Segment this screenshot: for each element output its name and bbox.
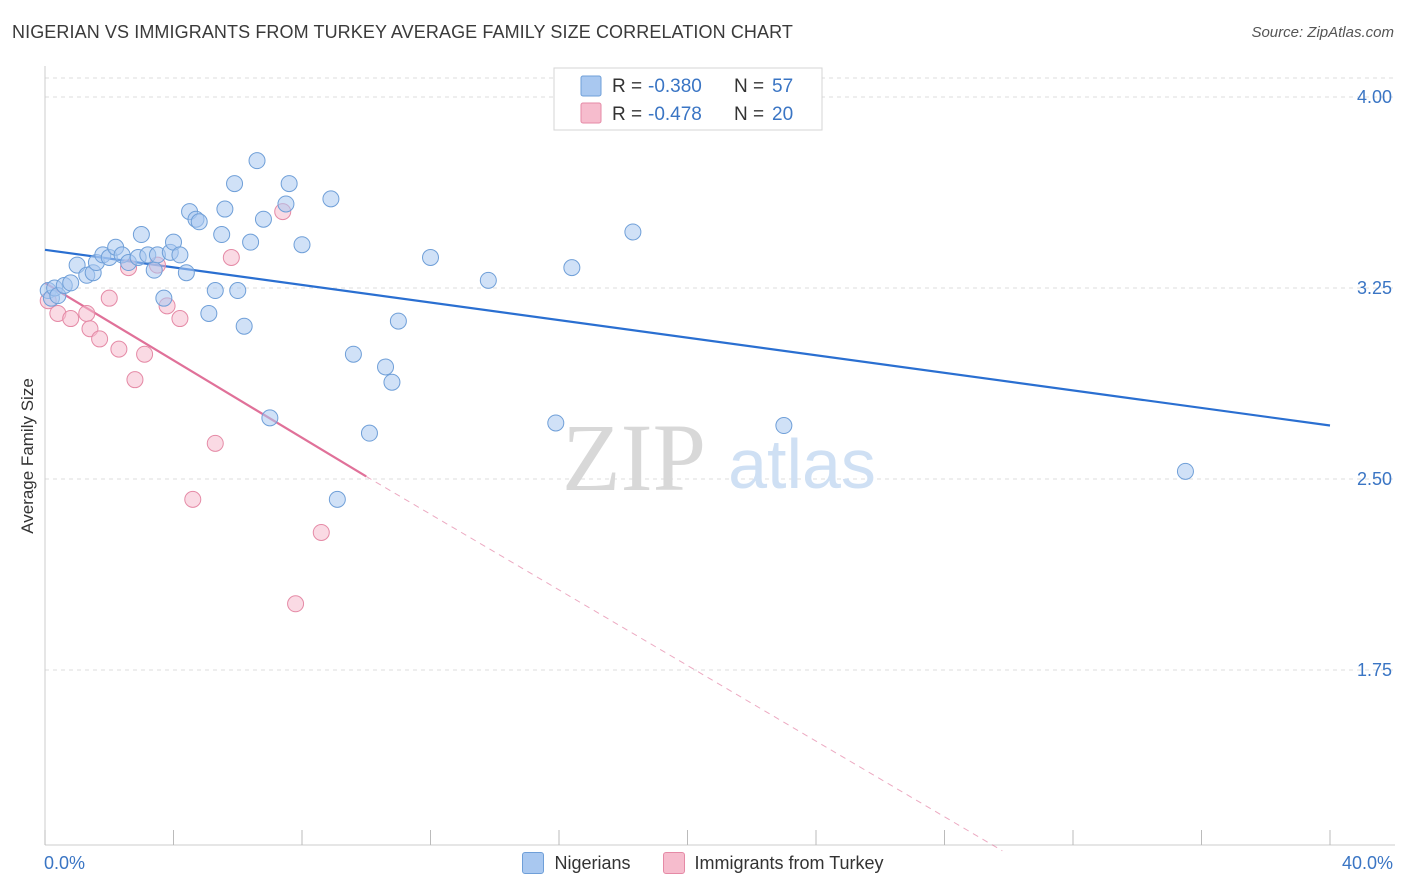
point-nigerians bbox=[242, 233, 260, 251]
stats-r-value: -0.380 bbox=[648, 76, 702, 97]
point-nigerians bbox=[145, 261, 163, 279]
legend-swatch-blue bbox=[522, 852, 545, 874]
stats-n-value: 57 bbox=[772, 76, 793, 97]
point-nigerians bbox=[200, 304, 218, 322]
y-tick-labels: 1.75 2.50 3.25 4.00 bbox=[1357, 87, 1392, 680]
chart-title: NIGERIAN VS IMMIGRANTS FROM TURKEY AVERA… bbox=[12, 22, 793, 42]
stats-swatch-pink bbox=[580, 102, 602, 124]
point-nigerians bbox=[226, 175, 244, 193]
point-nigerians bbox=[261, 409, 279, 427]
point-turkey bbox=[100, 289, 118, 307]
stats-r-label: R = bbox=[612, 104, 642, 125]
point-nigerians bbox=[563, 259, 581, 277]
x-tick-label: 0.0% bbox=[44, 853, 85, 873]
x-tick-label: 40.0% bbox=[1342, 853, 1393, 873]
stats-r-value: -0.478 bbox=[648, 104, 702, 125]
point-turkey bbox=[312, 523, 330, 541]
legend-swatch-pink bbox=[662, 852, 685, 874]
point-nigerians bbox=[377, 358, 395, 376]
y-tick-label: 4.00 bbox=[1357, 87, 1392, 107]
point-turkey bbox=[206, 434, 224, 452]
watermark: ZIP atlas bbox=[562, 404, 876, 511]
legend-label: Nigerians bbox=[554, 852, 631, 873]
watermark-atlas: atlas bbox=[728, 425, 876, 503]
point-nigerians bbox=[293, 236, 311, 254]
point-nigerians bbox=[422, 248, 439, 266]
point-nigerians bbox=[132, 226, 150, 244]
point-nigerians bbox=[775, 417, 793, 435]
point-nigerians bbox=[155, 289, 173, 307]
stats-n-label: N = bbox=[734, 104, 764, 125]
point-turkey bbox=[136, 345, 154, 363]
stats-n-value: 20 bbox=[772, 104, 793, 125]
source-label: Source: ZipAtlas.com bbox=[1251, 24, 1394, 41]
legend-label: Immigrants from Turkey bbox=[694, 852, 884, 873]
point-nigerians bbox=[254, 210, 272, 228]
point-nigerians bbox=[547, 414, 565, 432]
point-nigerians bbox=[216, 200, 234, 218]
point-nigerians bbox=[344, 345, 362, 363]
point-nigerians bbox=[1176, 462, 1194, 480]
point-nigerians bbox=[328, 490, 346, 508]
trend-line-nigerians bbox=[44, 248, 1331, 427]
series-legend: Nigerians Immigrants from Turkey bbox=[0, 852, 1406, 874]
point-turkey bbox=[222, 248, 240, 266]
point-nigerians bbox=[479, 271, 497, 289]
point-turkey bbox=[126, 371, 144, 389]
legend-item-nigerians: Nigerians bbox=[522, 852, 631, 874]
point-nigerians bbox=[277, 195, 295, 213]
point-turkey bbox=[110, 340, 128, 358]
point-turkey bbox=[62, 310, 80, 328]
point-turkey bbox=[78, 304, 96, 322]
point-nigerians bbox=[206, 282, 224, 300]
point-nigerians bbox=[190, 213, 208, 231]
point-nigerians bbox=[171, 246, 189, 264]
trend-line-turkey-extrapolated bbox=[365, 476, 1003, 852]
point-nigerians bbox=[62, 274, 80, 292]
stats-r-label: R = bbox=[612, 76, 642, 97]
point-nigerians bbox=[280, 175, 298, 193]
stats-legend: R = -0.380 N = 57 R = -0.478 N = 20 bbox=[553, 67, 823, 131]
watermark-zip: ZIP bbox=[562, 404, 706, 511]
legend-item-turkey: Immigrants from Turkey bbox=[662, 852, 884, 874]
point-nigerians bbox=[248, 152, 266, 170]
stats-swatch-blue bbox=[580, 75, 602, 97]
axes bbox=[44, 66, 1395, 846]
trend-line-turkey bbox=[44, 281, 367, 478]
point-turkey bbox=[171, 310, 189, 328]
stats-n-label: N = bbox=[734, 76, 764, 97]
x-tick-labels: 0.0% 40.0% bbox=[44, 853, 1393, 873]
point-nigerians bbox=[177, 264, 195, 282]
point-turkey bbox=[184, 490, 202, 508]
y-tick-label: 3.25 bbox=[1357, 278, 1392, 298]
point-nigerians bbox=[624, 223, 642, 241]
point-turkey bbox=[91, 330, 109, 348]
y-tick-label: 1.75 bbox=[1357, 660, 1392, 680]
trend-lines bbox=[44, 248, 1331, 852]
y-tick-label: 2.50 bbox=[1357, 469, 1392, 489]
point-nigerians bbox=[360, 424, 378, 442]
point-nigerians bbox=[235, 317, 253, 335]
y-axis-label: Average Family Size bbox=[18, 378, 37, 534]
point-nigerians bbox=[213, 226, 231, 244]
gridlines bbox=[45, 77, 1395, 671]
point-nigerians bbox=[229, 282, 247, 300]
point-nigerians bbox=[383, 373, 401, 391]
point-nigerians bbox=[322, 190, 340, 208]
point-turkey bbox=[287, 595, 305, 613]
point-nigerians bbox=[389, 312, 407, 330]
data-points bbox=[39, 111, 1194, 613]
